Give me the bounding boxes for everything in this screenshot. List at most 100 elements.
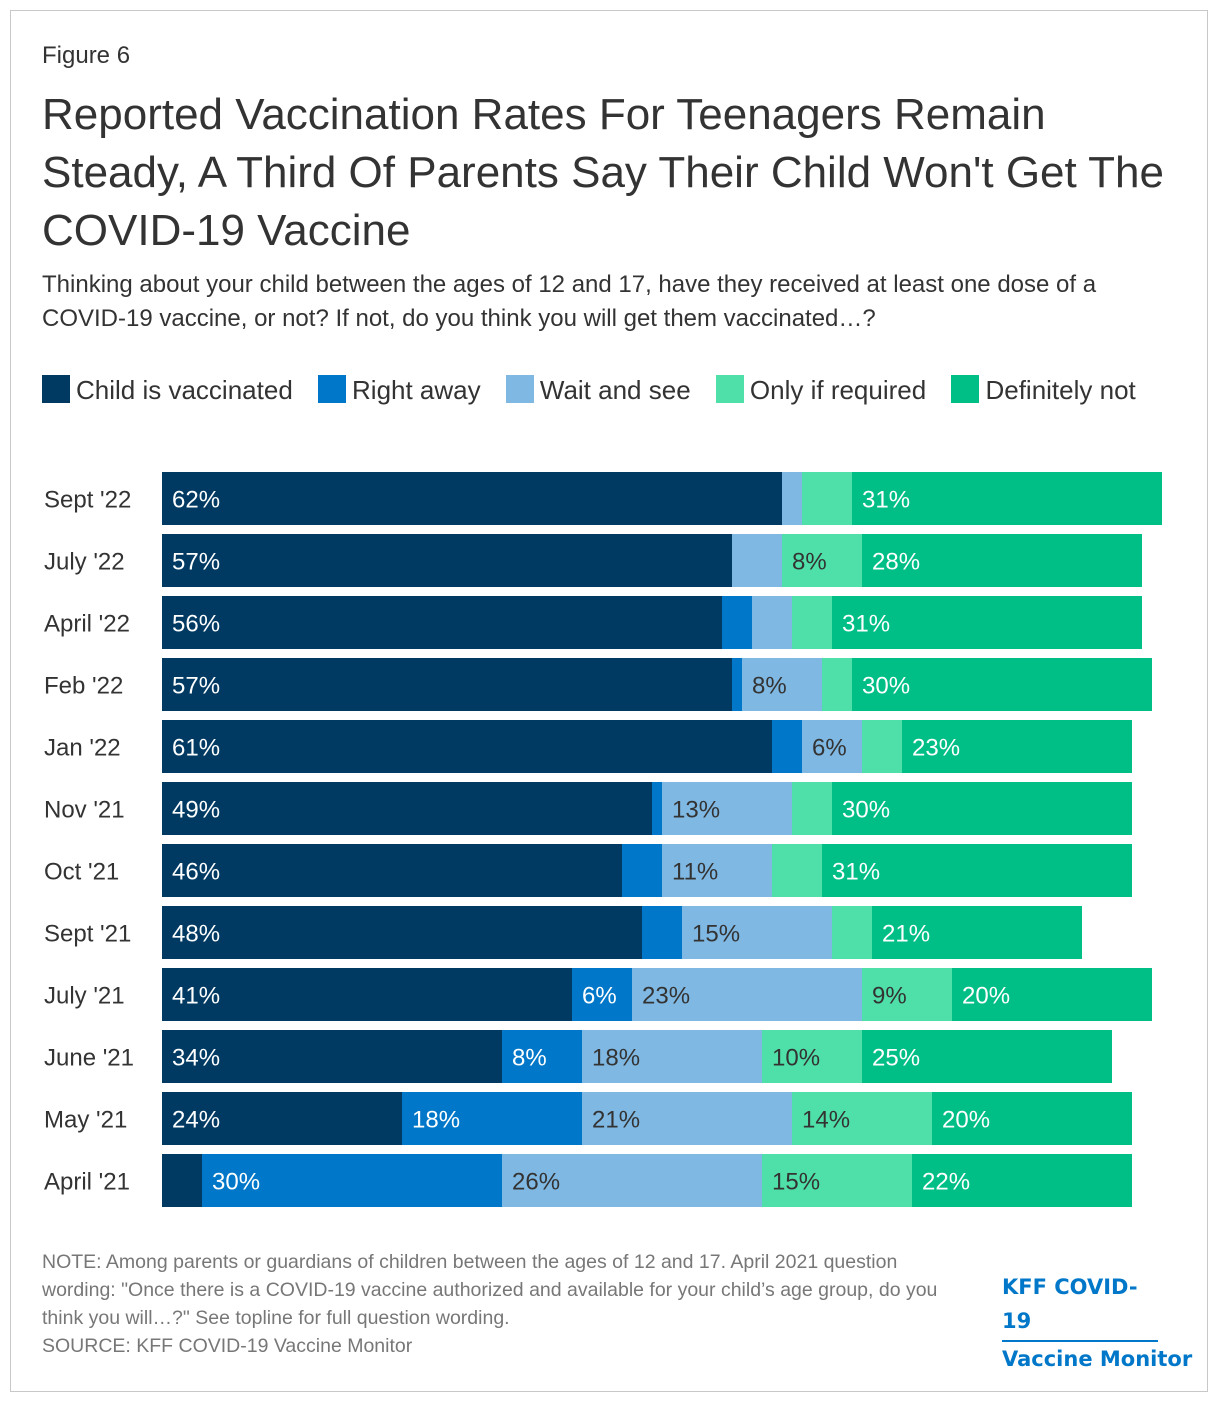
legend-item-right-away: Right away	[318, 370, 481, 410]
bar-segment-vaccinated	[162, 534, 732, 587]
legend-item-only-if-required: Only if required	[715, 370, 927, 410]
bar-segment-definitely-not	[862, 1030, 1112, 1083]
bar-segment-vaccinated	[162, 844, 622, 897]
legend-swatch-wait-and-see	[505, 375, 534, 403]
logo-line-1: KFF COVID-19	[1002, 1270, 1158, 1342]
data-label-vaccinated: 24%	[172, 1107, 220, 1134]
category-label: April '21	[44, 1169, 130, 1196]
data-label-vaccinated: 57%	[172, 673, 220, 700]
bar-segment-wait-and-see	[732, 534, 782, 587]
legend-item-vaccinated: Child is vaccinated	[42, 370, 293, 410]
bar-segment-definitely-not	[872, 906, 1082, 959]
legend: Child is vaccinated Right away Wait and …	[42, 370, 1162, 410]
data-label-only-if-required: 14%	[802, 1107, 850, 1134]
bar-segment-wait-and-see	[782, 472, 802, 525]
footer-notes: NOTE: Among parents or guardians of chil…	[42, 1248, 972, 1360]
category-label: Sept '21	[44, 921, 131, 948]
category-label: July '22	[44, 549, 125, 576]
legend-label-wait-and-see: Wait and see	[539, 375, 691, 405]
figure-label: Figure 6	[42, 42, 131, 69]
data-label-wait-and-see: 21%	[592, 1107, 640, 1134]
bar-segment-definitely-not	[822, 844, 1132, 897]
bar-segment-only-if-required	[832, 906, 872, 959]
data-label-wait-and-see: 13%	[672, 797, 720, 824]
bar-segment-right-away	[202, 1154, 502, 1207]
data-label-vaccinated: 49%	[172, 797, 220, 824]
bar-segment-definitely-not	[852, 658, 1152, 711]
bar-segment-right-away	[642, 906, 682, 959]
data-label-vaccinated: 41%	[172, 983, 220, 1010]
data-label-definitely-not: 31%	[842, 611, 890, 638]
bar-segment-definitely-not	[852, 472, 1162, 525]
bar-segment-definitely-not	[862, 534, 1142, 587]
bar-segment-right-away	[502, 1030, 582, 1083]
bar-segment-only-if-required	[762, 1030, 862, 1083]
bar-segment-vaccinated	[162, 472, 782, 525]
data-label-definitely-not: 25%	[872, 1045, 920, 1072]
category-label: June '21	[44, 1045, 134, 1072]
data-label-right-away: 6%	[582, 983, 617, 1010]
bar-segment-vaccinated	[162, 1154, 202, 1207]
source-text: SOURCE: KFF COVID-19 Vaccine Monitor	[42, 1335, 413, 1357]
bar-segment-right-away	[652, 782, 662, 835]
data-label-vaccinated: 56%	[172, 611, 220, 638]
chart-subtitle: Thinking about your child between the ag…	[42, 271, 1097, 332]
bar-segment-right-away	[572, 968, 632, 1021]
data-label-definitely-not: 20%	[942, 1107, 990, 1134]
data-label-vaccinated: 34%	[172, 1045, 220, 1072]
data-label-only-if-required: 9%	[872, 983, 907, 1010]
category-label: Oct '21	[44, 859, 119, 886]
data-label-wait-and-see: 6%	[812, 735, 847, 762]
data-label-definitely-not: 30%	[842, 797, 890, 824]
data-label-wait-and-see: 15%	[692, 921, 740, 948]
logo-line-2: Vaccine Monitor	[1002, 1347, 1193, 1371]
data-label-definitely-not: 21%	[882, 921, 930, 948]
figure-frame	[10, 10, 1208, 1392]
bar-segment-definitely-not	[832, 596, 1142, 649]
category-label: Feb '22	[44, 673, 123, 700]
bar-segment-right-away	[772, 720, 802, 773]
bar-segment-wait-and-see	[802, 720, 862, 773]
category-label: Sept '22	[44, 487, 131, 514]
legend-item-wait-and-see: Wait and see	[505, 370, 691, 410]
bar-segment-only-if-required	[862, 720, 902, 773]
bar-segment-vaccinated	[162, 658, 732, 711]
bar-segment-only-if-required	[792, 596, 832, 649]
data-label-vaccinated: 48%	[172, 921, 220, 948]
bar-segment-vaccinated	[162, 968, 572, 1021]
bar-segment-right-away	[732, 658, 742, 711]
bar-segment-right-away	[622, 844, 662, 897]
category-label: May '21	[44, 1107, 127, 1134]
legend-swatch-only-if-required	[715, 375, 744, 403]
legend-item-definitely-not: Definitely not	[951, 370, 1136, 410]
bar-segment-only-if-required	[822, 658, 852, 711]
data-label-definitely-not: 30%	[862, 673, 910, 700]
legend-swatch-right-away	[318, 375, 347, 403]
data-label-wait-and-see: 18%	[592, 1045, 640, 1072]
bar-segment-wait-and-see	[662, 782, 792, 835]
bar-segment-wait-and-see	[682, 906, 832, 959]
data-label-definitely-not: 31%	[832, 859, 880, 886]
bar-segment-right-away	[402, 1092, 582, 1145]
legend-swatch-definitely-not	[951, 375, 980, 403]
bar-segment-wait-and-see	[662, 844, 772, 897]
bar-segment-wait-and-see	[742, 658, 822, 711]
stacked-bar-chart: Sept '22 62% 31% July '22 57% 8% 28% April '22 5…	[44, 472, 1162, 1207]
bar-segment-only-if-required	[792, 1092, 932, 1145]
bar-segment-vaccinated	[162, 720, 772, 773]
data-label-wait-and-see: 11%	[672, 859, 718, 886]
chart-title: Reported Vaccination Rates For Teenagers…	[42, 90, 1164, 255]
data-label-definitely-not: 28%	[872, 549, 920, 576]
data-label-definitely-not: 20%	[962, 983, 1010, 1010]
data-label-vaccinated: 61%	[172, 735, 220, 762]
bar-segment-wait-and-see	[502, 1154, 762, 1207]
data-label-wait-and-see: 23%	[642, 983, 690, 1010]
data-label-definitely-not: 23%	[912, 735, 960, 762]
category-label: Jan '22	[44, 735, 121, 762]
bar-segment-definitely-not	[952, 968, 1152, 1021]
bar-segment-vaccinated	[162, 1030, 502, 1083]
kff-logo: KFF COVID-19 Vaccine Monitor	[1002, 1270, 1192, 1376]
legend-label-only-if-required: Only if required	[749, 375, 927, 405]
bar-segment-vaccinated	[162, 906, 642, 959]
bar-segment-right-away	[722, 596, 752, 649]
